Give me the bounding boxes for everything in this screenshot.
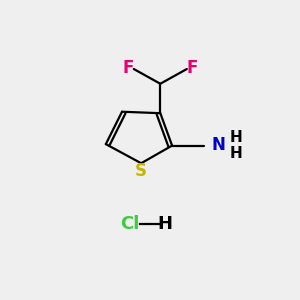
Text: F: F	[123, 59, 134, 77]
Text: S: S	[135, 163, 147, 181]
Text: H: H	[157, 214, 172, 232]
Text: F: F	[186, 59, 198, 77]
Text: H: H	[230, 130, 242, 145]
Text: N: N	[212, 136, 226, 154]
Text: Cl: Cl	[120, 214, 139, 232]
Text: H: H	[230, 146, 242, 161]
